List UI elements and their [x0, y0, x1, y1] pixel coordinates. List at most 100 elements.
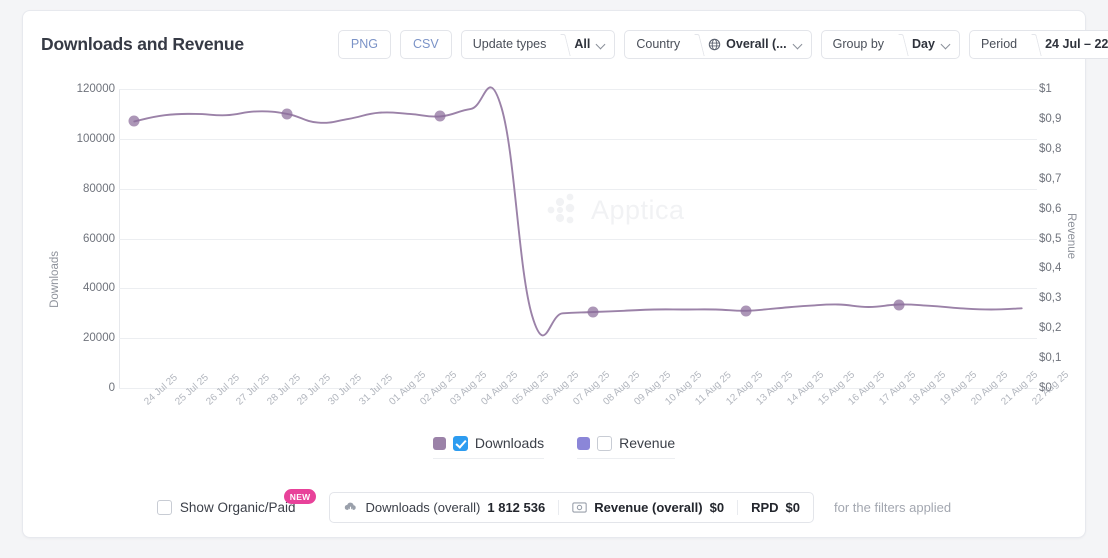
country-value-text: Overall (...: [726, 37, 787, 51]
legend-revenue-label: Revenue: [619, 435, 676, 451]
x-axis-tick: 22 Aug 25: [1030, 369, 1071, 408]
chevron-down-icon: [942, 40, 950, 48]
x-axis-tick: 28 Jul 25: [265, 372, 303, 408]
y-axis-right-tick: $0: [1039, 382, 1052, 394]
group-by-value-text: Day: [912, 37, 935, 51]
x-axis-tick: 29 Jul 25: [295, 372, 334, 408]
stat-downloads-value: 1 812 536: [487, 500, 546, 515]
grid-line: [119, 288, 1037, 290]
segment-divider: [893, 30, 902, 59]
x-axis-tick: 09 Aug 25: [632, 369, 674, 408]
legend-revenue[interactable]: Revenue: [577, 435, 676, 459]
grid-line: [119, 388, 1037, 389]
x-axis-tick: 03 Aug 25: [448, 369, 490, 408]
grid-line: [119, 238, 1037, 240]
update-types-filter[interactable]: Update types All: [460, 29, 616, 59]
period-filter[interactable]: Period 24 Jul – 22 Aug 2025: [968, 29, 1108, 59]
grid-line: [119, 138, 1037, 140]
apptica-logo-icon: [547, 193, 575, 224]
segment-divider: [689, 30, 698, 59]
stat-revenue-overall: Revenue (overall) $0: [558, 500, 737, 515]
y-axis-right-tick: $0,9: [1039, 112, 1062, 125]
y-axis-right-title: Revenue: [1065, 213, 1077, 260]
y-axis-left-tick: 0: [108, 382, 115, 394]
stat-revenue-value: $0: [709, 500, 725, 515]
x-axis-tick: 11 Aug 25: [693, 369, 734, 408]
y-axis-right-tick: $1: [1039, 83, 1052, 95]
show-organic-paid-checkbox[interactable]: [156, 500, 172, 515]
y-axis-right-tick: $0,1: [1039, 352, 1062, 365]
x-axis-tick: 17 Aug 25: [877, 369, 918, 408]
data-point-marker[interactable]: [281, 108, 293, 120]
legend-downloads-swatch: [432, 436, 446, 450]
apptica-watermark-text: Apptica: [591, 194, 685, 225]
stat-rpd-label: RPD: [751, 500, 779, 515]
grid-line: [119, 89, 1037, 90]
x-axis-tick: 26 Jul 25: [203, 372, 242, 408]
money-icon: [572, 502, 587, 513]
apptica-watermark: Apptica: [546, 193, 685, 227]
card-footer: Show Organic/Paid NEW Downloads (overall…: [23, 489, 1085, 523]
downloads-revenue-card: Downloads and Revenue PNG CSV Update typ…: [22, 10, 1108, 538]
x-axis-tick: 20 Aug 25: [968, 369, 1010, 408]
legend-revenue-swatch: [577, 436, 591, 450]
show-organic-paid-label: Show Organic/Paid: [179, 500, 296, 515]
y-axis-right-tick: $0,8: [1039, 142, 1062, 155]
country-filter[interactable]: Country Overall (...: [624, 29, 812, 59]
update-types-value-text: All: [574, 37, 591, 51]
y-axis-right-tick: $0,6: [1039, 202, 1062, 215]
stats-box: Downloads (overall) 1 812 536 Revenue (o…: [329, 492, 814, 523]
chart-plot-area: Downloads Revenue 0 20000 40000 60000 80000 1…: [23, 73, 1085, 443]
filters-note: for the filters applied: [833, 500, 952, 515]
update-types-value: All: [564, 37, 614, 51]
update-types-label: Update types: [472, 37, 547, 51]
show-organic-paid-control[interactable]: Show Organic/Paid NEW: [156, 489, 317, 515]
y-axis-right-tick: $0,5: [1039, 232, 1062, 245]
grid-line: [119, 188, 1037, 190]
x-axis-tick: 13 Aug 25: [754, 369, 796, 408]
legend-downloads-label: Downloads: [474, 435, 545, 451]
stat-downloads-label: Downloads (overall): [365, 500, 481, 515]
data-point-marker[interactable]: [587, 306, 599, 318]
y-axis-right-tick: $0,3: [1039, 292, 1062, 305]
y-axis-left-title: Downloads: [49, 251, 61, 308]
country-value: Overall (...: [698, 37, 810, 51]
x-axis-tick: 12 Aug 25: [724, 369, 765, 408]
x-axis-tick: 02 Aug 25: [418, 369, 459, 408]
csv-export-button[interactable]: CSV: [400, 29, 452, 59]
group-by-label: Group by: [832, 37, 885, 51]
stat-revenue-label: Revenue (overall): [594, 500, 703, 515]
legend-downloads[interactable]: Downloads: [432, 435, 545, 459]
legend-revenue-checkbox[interactable]: [597, 435, 613, 451]
x-axis-tick: 14 Aug 25: [785, 369, 827, 408]
x-axis-tick: 21 Aug 25: [999, 369, 1041, 408]
x-axis-tick: 16 Aug 25: [846, 369, 888, 408]
data-point-marker[interactable]: [434, 110, 446, 122]
x-axis-tick: 01 Aug 25: [387, 369, 429, 408]
group-by-filter[interactable]: Group by Day: [820, 29, 960, 59]
x-axis-tick: 27 Jul 25: [234, 372, 272, 408]
y-axis-left-tick: 20000: [83, 332, 115, 345]
chevron-down-icon: [794, 40, 802, 48]
x-axis-tick: 19 Aug 25: [938, 369, 980, 408]
segment-divider: [1026, 30, 1035, 59]
stat-downloads-overall: Downloads (overall) 1 812 536: [330, 500, 558, 515]
y-axis-left-tick: 40000: [83, 282, 115, 295]
data-point-marker[interactable]: [893, 299, 905, 311]
x-axis-tick: 18 Aug 25: [907, 369, 949, 408]
y-axis-left-tick: 80000: [83, 182, 115, 195]
data-point-marker[interactable]: [128, 115, 140, 127]
chart-legend: Downloads Revenue: [23, 435, 1085, 459]
download-cloud-icon: [345, 502, 357, 512]
png-export-button[interactable]: PNG: [337, 29, 392, 59]
x-axis-tick: 08 Aug 25: [601, 369, 643, 408]
legend-downloads-checkbox[interactable]: [452, 435, 468, 451]
y-axis-right-tick: $0,7: [1039, 172, 1062, 185]
x-axis-tick: 25 Jul 25: [173, 372, 211, 408]
globe-icon: [708, 38, 721, 50]
stat-rpd-value: $0: [785, 500, 800, 515]
y-axis-left-tick: 120000: [76, 83, 115, 95]
country-label: Country: [636, 37, 681, 51]
page-title: Downloads and Revenue: [41, 33, 244, 54]
data-point-marker[interactable]: [740, 305, 752, 317]
